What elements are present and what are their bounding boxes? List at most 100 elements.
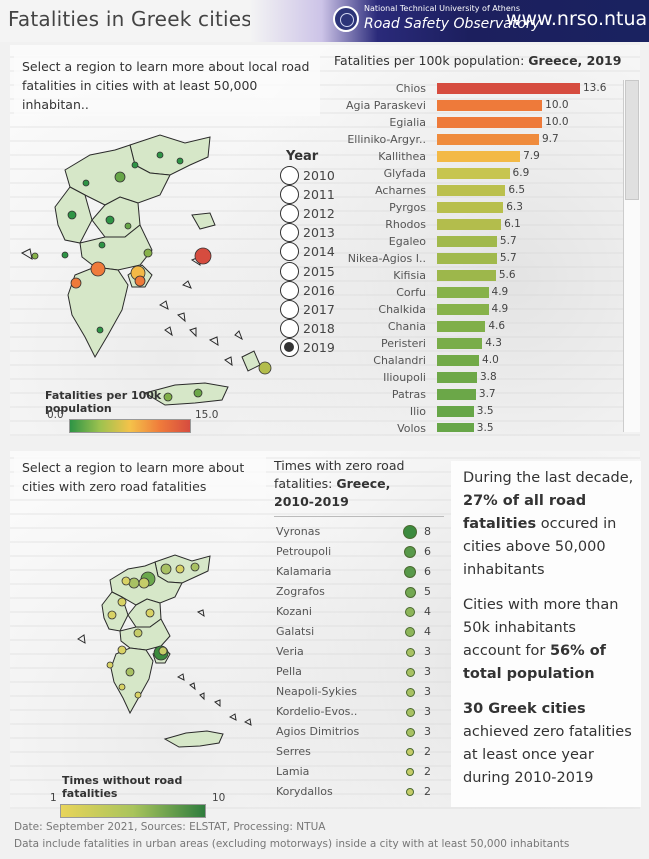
- bar[interactable]: [437, 134, 539, 145]
- radio-button[interactable]: [280, 318, 299, 338]
- value-dot[interactable]: [404, 566, 416, 578]
- list-item[interactable]: Korydallos 2: [270, 782, 445, 802]
- year-label: 2016: [303, 282, 335, 298]
- bar-row[interactable]: Chalandri 4.0: [330, 352, 620, 369]
- greece-map-fatalities[interactable]: [10, 125, 275, 425]
- radio-button[interactable]: [280, 204, 299, 224]
- bar[interactable]: [437, 117, 543, 128]
- fatalities-bar-chart[interactable]: Chios 13.6 Agia Paraskevi 10.0 Egialia 10.0 El…: [330, 80, 622, 432]
- value-dot[interactable]: [404, 586, 416, 598]
- value-dot[interactable]: [405, 627, 415, 637]
- list-item[interactable]: Vyronas 8: [270, 522, 445, 542]
- bar-row[interactable]: Egialia 10.0: [330, 114, 620, 131]
- bar[interactable]: [437, 236, 497, 247]
- list-item[interactable]: Kalamaria 6: [270, 562, 445, 582]
- year-option-2017[interactable]: 2017: [280, 299, 335, 319]
- zero-fatalities-chart[interactable]: Vyronas 8 Petroupoli 6 Kalamaria 6 Zografos 5 Ko…: [270, 522, 446, 809]
- list-item[interactable]: Kozani 4: [270, 602, 445, 622]
- list-item[interactable]: Petroupoli 6: [270, 542, 445, 562]
- bar[interactable]: [437, 423, 474, 432]
- bar[interactable]: [437, 151, 521, 162]
- list-item[interactable]: Zografos 5: [270, 582, 445, 602]
- bar-row[interactable]: Volos 3.5: [330, 420, 620, 432]
- year-selector[interactable]: 2010 2011 2012 2013 2014 2015 2016 2017 2018 2019: [280, 166, 335, 357]
- bar-row[interactable]: Nikea-Agios I.. 5.7: [330, 250, 620, 267]
- year-option-2014[interactable]: 2014: [280, 242, 335, 262]
- bar[interactable]: [437, 185, 506, 196]
- bar-row[interactable]: Rhodos 6.1: [330, 216, 620, 233]
- website-link[interactable]: www.nrso.ntua.gr: [506, 8, 649, 30]
- bar[interactable]: [437, 219, 502, 230]
- list-item[interactable]: Neapoli-Sykies 3: [270, 682, 445, 702]
- bar-row[interactable]: Peristeri 4.3: [330, 335, 620, 352]
- bar-row[interactable]: Kallithea 7.9: [330, 148, 620, 165]
- greece-map-zero-fatalities[interactable]: [70, 547, 260, 767]
- bar-row[interactable]: Elliniko-Argyr.. 9.7: [330, 131, 620, 148]
- value-dot[interactable]: [405, 607, 415, 617]
- year-option-2019[interactable]: 2019: [280, 337, 335, 357]
- bar-row[interactable]: Egaleo 5.7: [330, 233, 620, 250]
- year-option-2013[interactable]: 2013: [280, 223, 335, 243]
- list-item[interactable]: Galatsi 4: [270, 622, 445, 642]
- bar[interactable]: [437, 168, 510, 179]
- list-item[interactable]: Pella 3: [270, 662, 445, 682]
- value-dot[interactable]: [403, 525, 417, 539]
- year-option-2012[interactable]: 2012: [280, 204, 335, 224]
- bar-label: Rhodos: [385, 218, 426, 231]
- radio-button[interactable]: [280, 166, 299, 186]
- bar-row[interactable]: Patras 3.7: [330, 386, 620, 403]
- value-dot[interactable]: [405, 667, 415, 677]
- list-item[interactable]: Serres 2: [270, 742, 445, 762]
- bar-row[interactable]: Kifisia 5.6: [330, 267, 620, 284]
- radio-button[interactable]: [280, 299, 299, 319]
- year-option-2018[interactable]: 2018: [280, 318, 335, 338]
- bar[interactable]: [437, 372, 477, 383]
- value-dot[interactable]: [405, 647, 415, 657]
- bar-row[interactable]: Chios 13.6: [330, 80, 620, 97]
- bar[interactable]: [437, 355, 480, 366]
- bar[interactable]: [437, 287, 489, 298]
- bar[interactable]: [437, 202, 504, 213]
- list-item[interactable]: Kordelio-Evos.. 3: [270, 702, 445, 722]
- radio-button[interactable]: [280, 261, 299, 281]
- list-item[interactable]: Agios Dimitrios 3: [270, 722, 445, 742]
- bar[interactable]: [437, 253, 497, 264]
- radio-button[interactable]: [280, 337, 299, 357]
- bar[interactable]: [437, 389, 476, 400]
- bar-row[interactable]: Acharnes 6.5: [330, 182, 620, 199]
- value-dot[interactable]: [406, 748, 414, 756]
- value-dot[interactable]: [405, 707, 415, 717]
- radio-button[interactable]: [280, 280, 299, 300]
- radio-button[interactable]: [280, 242, 299, 262]
- scroll-thumb[interactable]: [625, 80, 639, 200]
- bar[interactable]: [437, 406, 474, 417]
- bar-row[interactable]: Corfu 4.9: [330, 284, 620, 301]
- bar[interactable]: [437, 270, 496, 281]
- bar[interactable]: [437, 83, 580, 94]
- year-option-2011[interactable]: 2011: [280, 185, 335, 205]
- bar-row[interactable]: Chania 4.6: [330, 318, 620, 335]
- bar-row[interactable]: Glyfada 6.9: [330, 165, 620, 182]
- bar-row[interactable]: Agia Paraskevi 10.0: [330, 97, 620, 114]
- bar-row[interactable]: Pyrgos 6.3: [330, 199, 620, 216]
- year-option-2016[interactable]: 2016: [280, 280, 335, 300]
- bar[interactable]: [437, 100, 543, 111]
- year-option-2015[interactable]: 2015: [280, 261, 335, 281]
- bar-row[interactable]: Chalkida 4.9: [330, 301, 620, 318]
- value-dot[interactable]: [405, 687, 415, 697]
- bar-chart-scrollbar[interactable]: [623, 80, 640, 432]
- list-item[interactable]: Lamia 2: [270, 762, 445, 782]
- value-dot[interactable]: [406, 788, 414, 796]
- radio-button[interactable]: [280, 185, 299, 205]
- bar-row[interactable]: Ilio 3.5: [330, 403, 620, 420]
- list-item[interactable]: Veria 3: [270, 642, 445, 662]
- radio-button[interactable]: [280, 223, 299, 243]
- bar[interactable]: [437, 304, 489, 315]
- value-dot[interactable]: [405, 727, 415, 737]
- value-dot[interactable]: [406, 768, 414, 776]
- bar[interactable]: [437, 321, 486, 332]
- bar-row[interactable]: Ilioupoli 3.8: [330, 369, 620, 386]
- value-dot[interactable]: [404, 546, 416, 558]
- bar[interactable]: [437, 338, 483, 349]
- year-option-2010[interactable]: 2010: [280, 166, 335, 186]
